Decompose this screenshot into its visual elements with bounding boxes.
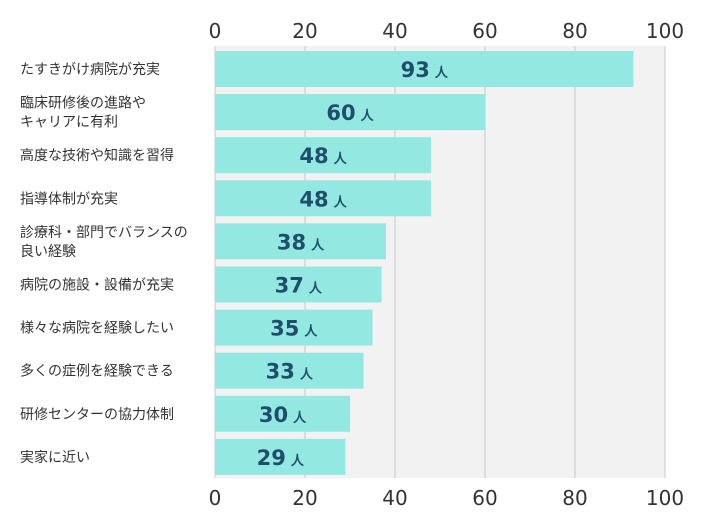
x-tick-label-bottom-40: 40: [382, 486, 407, 510]
bar-1: [215, 94, 485, 131]
bar-5: [215, 266, 382, 303]
bar-2: [215, 137, 431, 174]
x-tick-label-bottom-100: 100: [646, 486, 684, 510]
category-label-line-4-0: 診療科・部門でバランスの: [20, 224, 188, 241]
category-label-4: 診療科・部門でバランスの良い経験: [20, 224, 188, 260]
category-label-line-1-0: 臨床研修後の進路や: [20, 96, 146, 112]
x-tick-label-top-60: 60: [472, 19, 497, 43]
value-label-7: 33 人: [266, 360, 314, 384]
bar-4: [215, 223, 386, 260]
category-label-line-8-0: 研修センターの協力体制: [20, 407, 174, 423]
value-label-1: 60 人: [326, 101, 374, 125]
bar-7: [215, 352, 364, 389]
category-label-0: たすきがけ病院が充実: [20, 62, 160, 78]
bar-6: [215, 309, 373, 346]
value-unit-2: 人: [334, 151, 348, 167]
value-number-6: 35: [270, 317, 299, 341]
category-label-7: 多くの症例を経験できる: [20, 363, 174, 380]
value-label-4: 38 人: [277, 230, 325, 254]
value-number-1: 60: [326, 101, 355, 125]
value-unit-6: 人: [304, 324, 318, 340]
x-tick-label-top-0: 0: [209, 19, 222, 43]
x-tick-label-bottom-60: 60: [472, 486, 497, 510]
x-tick-label-top-80: 80: [562, 19, 587, 43]
value-number-4: 38: [277, 230, 306, 254]
category-label-line-3-0: 指導体制が充実: [20, 191, 118, 207]
x-tick-label-top-20: 20: [292, 19, 317, 43]
category-label-1: 臨床研修後の進路やキャリアに有利: [20, 96, 146, 131]
x-tick-label-bottom-0: 0: [209, 486, 222, 510]
category-label-3: 指導体制が充実: [20, 191, 118, 207]
x-tick-label-bottom-20: 20: [292, 486, 317, 510]
bar-3: [215, 180, 431, 217]
value-label-5: 37 人: [275, 274, 323, 298]
category-label-line-9-0: 実家に近い: [20, 449, 90, 466]
value-number-2: 48: [299, 144, 328, 168]
bar-9: [215, 438, 346, 475]
x-tick-label-bottom-80: 80: [562, 486, 587, 510]
value-unit-3: 人: [334, 194, 348, 210]
value-unit-0: 人: [435, 65, 449, 81]
category-label-line-0-0: たすきがけ病院が充実: [20, 62, 160, 78]
value-label-3: 48 人: [299, 187, 347, 211]
bar-8: [215, 395, 350, 432]
value-number-3: 48: [299, 187, 328, 211]
value-number-9: 29: [257, 446, 286, 470]
x-tick-label-top-40: 40: [382, 19, 407, 43]
value-number-8: 30: [259, 403, 288, 427]
value-unit-9: 人: [291, 453, 305, 469]
value-unit-4: 人: [311, 237, 325, 253]
category-label-line-2-0: 高度な技術や知識を習得: [20, 147, 174, 164]
category-label-8: 研修センターの協力体制: [20, 407, 174, 423]
value-label-0: 93 人: [401, 58, 449, 82]
value-number-5: 37: [275, 274, 304, 298]
x-tick-label-top-100: 100: [646, 19, 684, 43]
category-label-line-1-1: キャリアに有利: [20, 115, 118, 131]
value-label-8: 30 人: [259, 403, 307, 427]
value-unit-8: 人: [293, 410, 307, 426]
value-unit-1: 人: [361, 108, 375, 124]
value-label-9: 29 人: [257, 446, 305, 470]
value-label-6: 35 人: [270, 317, 318, 341]
value-label-2: 48 人: [299, 144, 347, 168]
value-number-7: 33: [266, 360, 295, 384]
category-label-line-4-1: 良い経験: [20, 244, 76, 260]
value-unit-7: 人: [300, 367, 314, 383]
value-number-0: 93: [401, 58, 430, 82]
category-label-line-6-0: 様々な病院を経験したい: [20, 321, 174, 337]
category-label-5: 病院の施設・設備が充実: [20, 278, 174, 294]
category-label-line-5-0: 病院の施設・設備が充実: [20, 278, 174, 294]
category-label-9: 実家に近い: [20, 449, 90, 466]
category-label-2: 高度な技術や知識を習得: [20, 147, 174, 164]
value-unit-5: 人: [309, 281, 323, 297]
category-label-6: 様々な病院を経験したい: [20, 321, 174, 337]
category-label-line-7-0: 多くの症例を経験できる: [20, 363, 174, 380]
bar-0: [215, 51, 634, 87]
